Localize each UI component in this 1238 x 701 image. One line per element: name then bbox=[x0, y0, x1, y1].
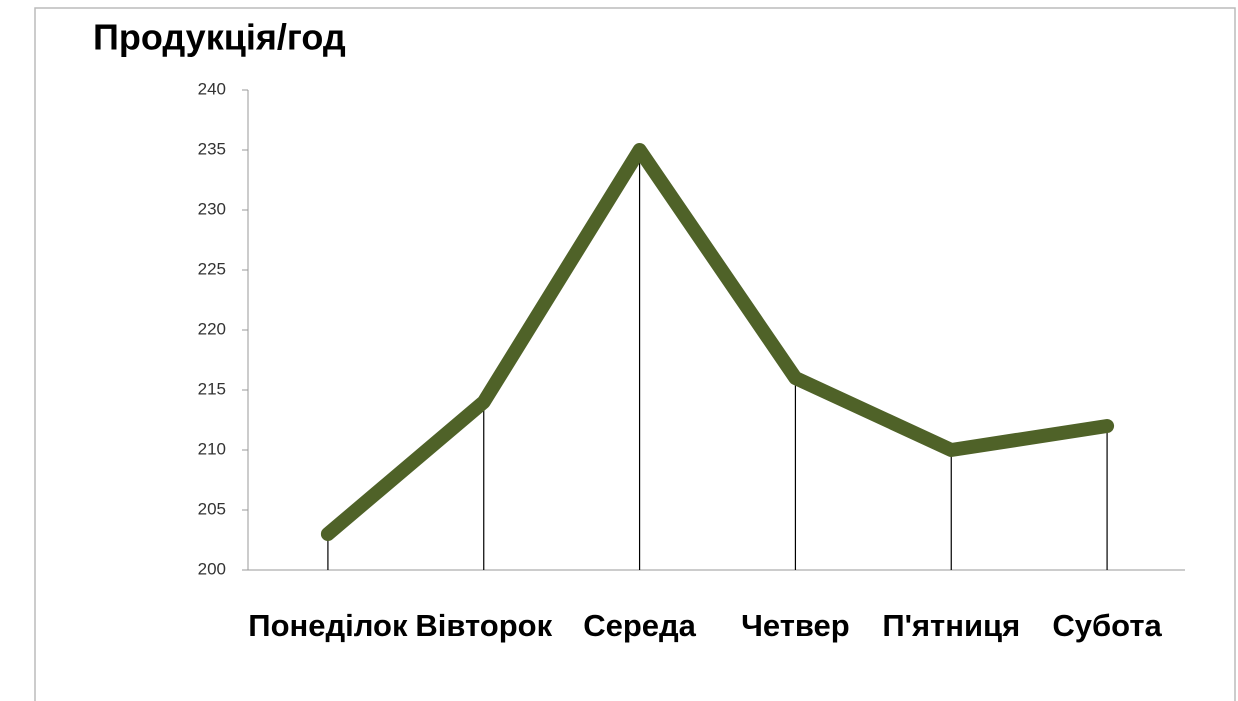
x-tick-label: Четвер bbox=[741, 608, 850, 643]
chart-title: Продукція/год bbox=[93, 17, 346, 58]
line-series bbox=[320, 143, 1115, 541]
y-tick-label: 240 bbox=[198, 79, 226, 98]
y-tick-label: 205 bbox=[198, 499, 226, 518]
x-tick-label: П'ятниця bbox=[882, 608, 1020, 643]
y-tick-label: 230 bbox=[198, 199, 226, 218]
y-tick-label: 215 bbox=[198, 379, 226, 398]
y-tick-label: 210 bbox=[198, 439, 226, 458]
y-tick-label: 235 bbox=[198, 139, 226, 158]
x-tick-label: Субота bbox=[1052, 608, 1162, 643]
chart-border bbox=[34, 7, 1236, 701]
y-tick-label: 225 bbox=[198, 259, 226, 278]
y-tick-label: 200 bbox=[198, 559, 226, 578]
x-tick-label: Середа bbox=[583, 608, 696, 643]
y-tick-label: 220 bbox=[198, 319, 226, 338]
x-tick-label: Понеділок bbox=[248, 608, 408, 643]
x-tick-label: Вівторок bbox=[415, 608, 552, 643]
